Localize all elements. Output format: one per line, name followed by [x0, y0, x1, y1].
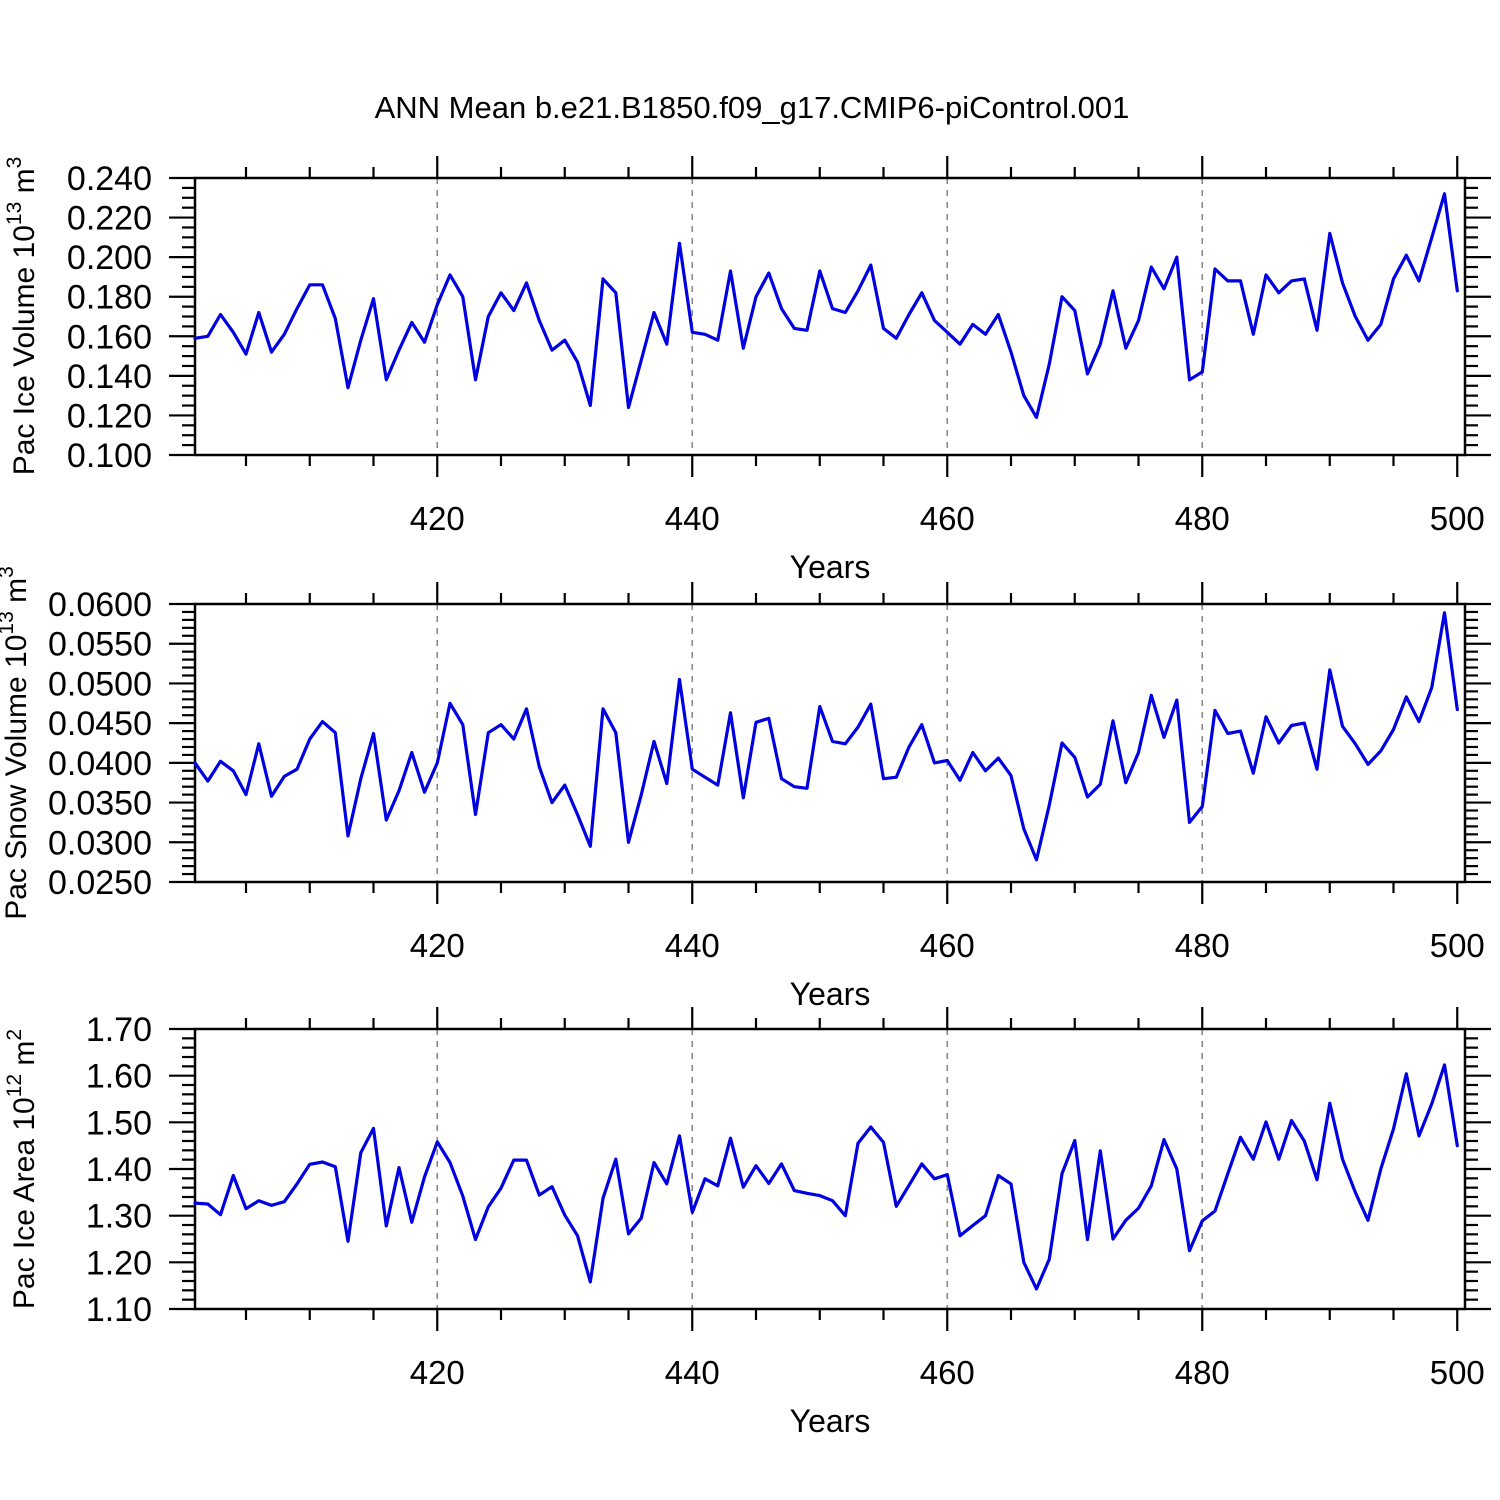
y-tick-label: 0.140 [67, 358, 152, 396]
y-tick-label: 0.0550 [48, 626, 152, 664]
y-tick-label: 1.10 [86, 1291, 152, 1329]
ylabel-unit: m [0, 578, 33, 611]
y-tick-label: 1.20 [86, 1244, 152, 1282]
pac-ice-area-chart: 1.10 1.20 1.30 1.40 1.50 1.60 1.70 420 440 460 480… [86, 1007, 1491, 1391]
y-tick-label: 1.50 [86, 1104, 152, 1142]
ylabel-unit-exponent: 2 [3, 1029, 26, 1041]
x-tick-label: 500 [1430, 927, 1485, 964]
y-tick-label: 1.30 [86, 1198, 152, 1236]
ylabel-exponent: 13 [3, 202, 26, 225]
x-tick-label: 480 [1175, 500, 1230, 537]
y-tick-label: 1.70 [86, 1011, 152, 1049]
pac-snow-volume-chart: 0.02500.03000.03500.04000.04500.05000.05… [48, 582, 1491, 964]
ylabel-exponent: 12 [3, 1074, 26, 1097]
y-tick-label: 0.180 [67, 279, 152, 317]
ylabel-pac-snow-volume: Pac Snow Volume 1013 m3 [0, 566, 33, 920]
xlabel-years-2: Years [790, 976, 871, 1012]
ylabel-pac-ice-area: Pac Ice Area 1012 m2 [3, 1029, 41, 1309]
y-tick-label: 0.240 [67, 160, 152, 198]
y-tick-label: 0.100 [67, 437, 152, 475]
data-series-line [193, 611, 1459, 862]
y-tick-label: 1.60 [86, 1058, 152, 1096]
y-tick-label: 0.220 [67, 200, 152, 238]
data-series-line [193, 192, 1459, 419]
ylabel-text: Pac Ice Area 10 [8, 1097, 41, 1309]
figure-title: ANN Mean b.e21.B1850.f09_g17.CMIP6-piCon… [375, 90, 1130, 125]
y-tick-label: 0.120 [67, 397, 152, 435]
x-tick-label: 440 [665, 1354, 720, 1391]
ylabel-unit: m [8, 168, 41, 201]
ylabel-pac-ice-volume: Pac Ice Volume 1013 m3 [3, 157, 41, 476]
xlabel-years-3: Years [790, 1403, 871, 1439]
y-tick-label: 0.0300 [48, 824, 152, 862]
data-series-line [193, 1063, 1459, 1291]
y-tick-label: 0.0600 [48, 586, 152, 624]
x-tick-label: 460 [920, 500, 975, 537]
x-tick-label: 460 [920, 927, 975, 964]
ylabel-text: Pac Snow Volume 10 [0, 635, 33, 920]
pac-ice-volume-chart: 0.1000.1200.1400.1600.1800.2000.2200.240… [67, 156, 1491, 537]
x-tick-label: 500 [1430, 500, 1485, 537]
ylabel-unit-exponent: 3 [0, 566, 18, 578]
y-tick-label: 0.160 [67, 318, 152, 356]
x-tick-label: 480 [1175, 1354, 1230, 1391]
y-tick-label: 0.0350 [48, 785, 152, 823]
ylabel-unit-exponent: 3 [3, 157, 26, 169]
ylabel-exponent: 13 [0, 611, 18, 634]
x-tick-label: 420 [410, 927, 465, 964]
x-tick-label: 440 [665, 500, 720, 537]
y-tick-label: 0.0400 [48, 745, 152, 783]
ylabel-text: Pac Ice Volume 10 [8, 225, 41, 475]
y-tick-label: 0.0500 [48, 665, 152, 703]
plots-layer: 0.1000.1200.1400.1600.1800.2000.2200.240… [48, 156, 1491, 1391]
y-tick-label: 0.0450 [48, 705, 152, 743]
ylabel-unit: m [8, 1041, 41, 1074]
y-tick-label: 0.200 [67, 239, 152, 277]
x-tick-label: 500 [1430, 1354, 1485, 1391]
y-tick-label: 0.0250 [48, 864, 152, 902]
x-tick-label: 420 [410, 1354, 465, 1391]
x-tick-label: 420 [410, 500, 465, 537]
xlabel-years-1: Years [790, 549, 871, 585]
x-tick-label: 480 [1175, 927, 1230, 964]
x-tick-label: 440 [665, 927, 720, 964]
y-tick-label: 1.40 [86, 1151, 152, 1189]
x-tick-label: 460 [920, 1354, 975, 1391]
